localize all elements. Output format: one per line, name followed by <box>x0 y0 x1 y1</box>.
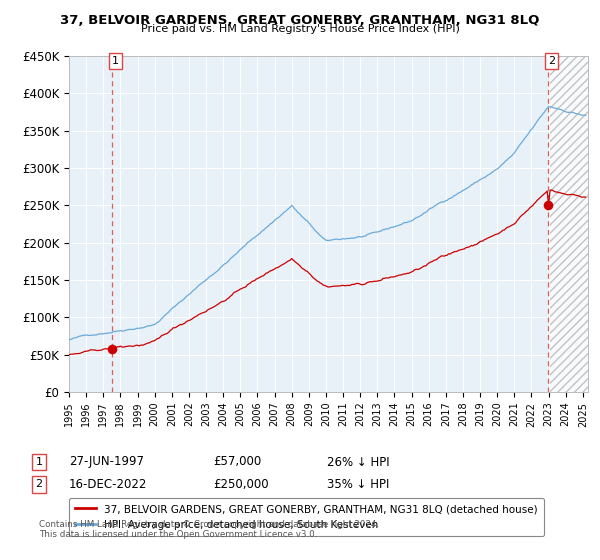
Text: 37, BELVOIR GARDENS, GREAT GONERBY, GRANTHAM, NG31 8LQ: 37, BELVOIR GARDENS, GREAT GONERBY, GRAN… <box>61 14 539 27</box>
Text: 16-DEC-2022: 16-DEC-2022 <box>69 478 148 491</box>
Point <box>107 345 116 354</box>
Text: £57,000: £57,000 <box>213 455 261 469</box>
Text: 1: 1 <box>35 457 43 467</box>
Text: 2: 2 <box>548 56 555 66</box>
Text: 2: 2 <box>35 479 43 489</box>
Text: £250,000: £250,000 <box>213 478 269 491</box>
Bar <box>550 56 588 392</box>
Text: 26% ↓ HPI: 26% ↓ HPI <box>327 455 389 469</box>
Legend: 37, BELVOIR GARDENS, GREAT GONERBY, GRANTHAM, NG31 8LQ (detached house), HPI: Av: 37, BELVOIR GARDENS, GREAT GONERBY, GRAN… <box>69 498 544 536</box>
Point <box>543 201 553 210</box>
Text: 27-JUN-1997: 27-JUN-1997 <box>69 455 144 469</box>
Text: 1: 1 <box>112 56 119 66</box>
Text: Price paid vs. HM Land Registry's House Price Index (HPI): Price paid vs. HM Land Registry's House … <box>140 24 460 34</box>
Text: 35% ↓ HPI: 35% ↓ HPI <box>327 478 389 491</box>
Text: Contains HM Land Registry data © Crown copyright and database right 2024.
This d: Contains HM Land Registry data © Crown c… <box>39 520 379 539</box>
